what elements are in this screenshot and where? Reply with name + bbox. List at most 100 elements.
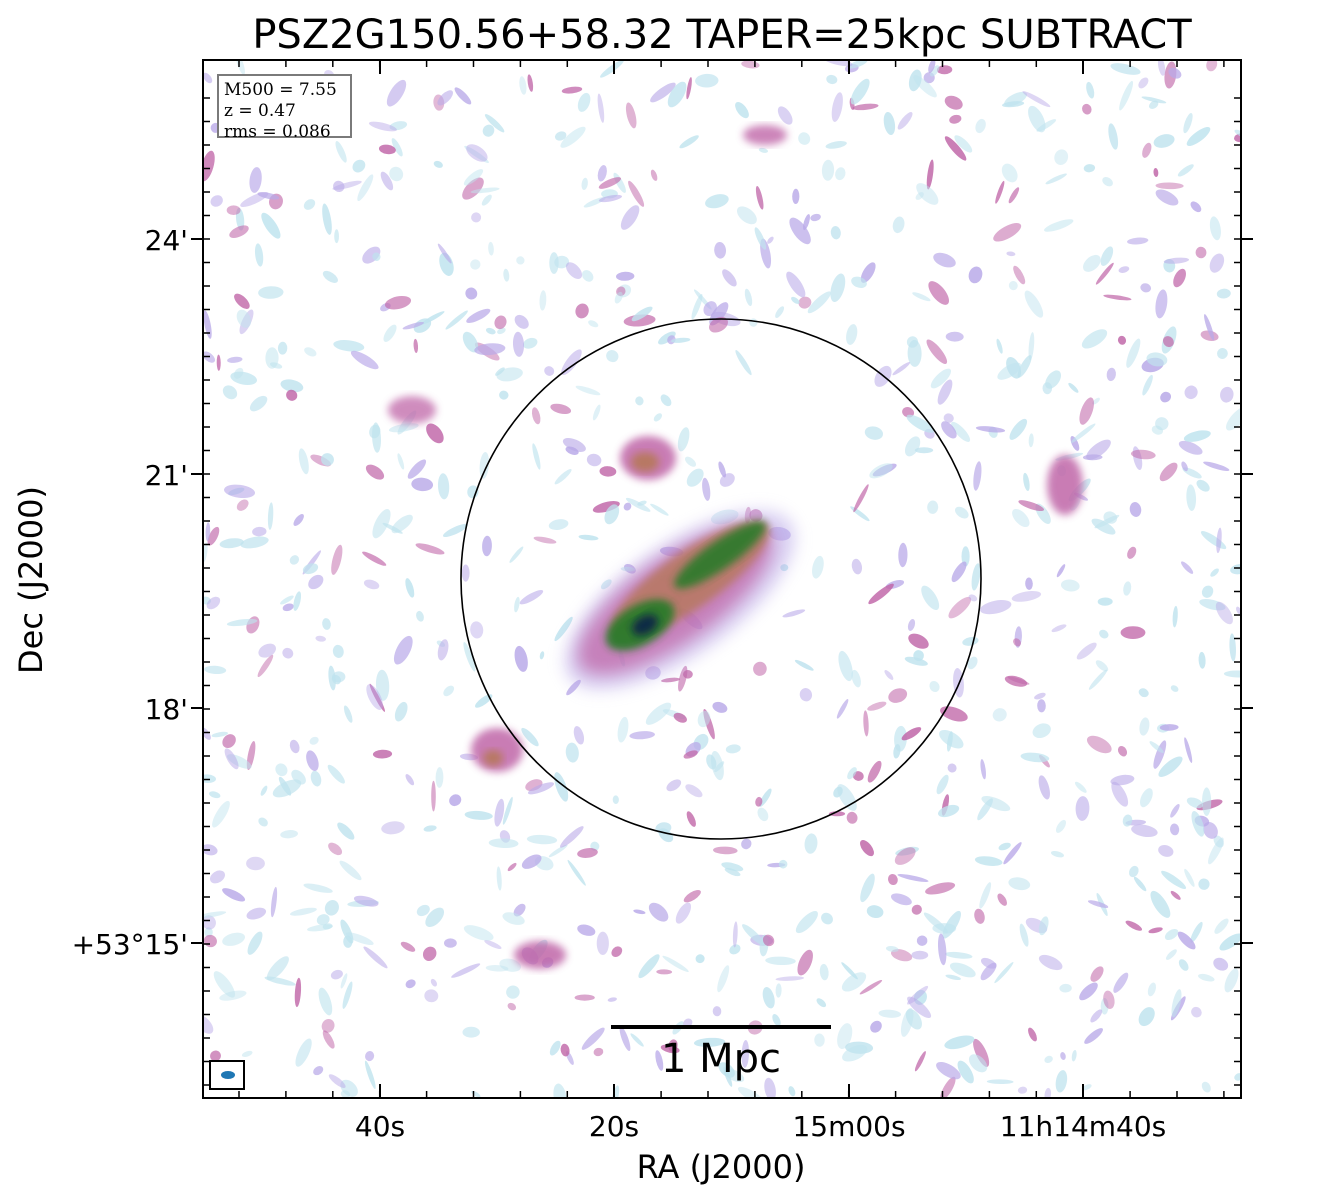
noise-blob [762, 986, 775, 1009]
noise-blob [1190, 201, 1202, 213]
noise-blob [1102, 176, 1113, 187]
noise-blob [645, 702, 672, 725]
noise-blob [1079, 397, 1094, 425]
noise-blob [1117, 745, 1128, 757]
noise-blob [714, 242, 727, 259]
noise-blob [1117, 335, 1127, 345]
noise-blob [464, 145, 489, 163]
noise-blob [522, 337, 538, 349]
noise-blob [737, 1086, 764, 1098]
noise-blob [1008, 281, 1018, 291]
noise-blob [475, 694, 493, 708]
noise-blob [928, 60, 936, 73]
noise-blob [471, 212, 482, 223]
noise-blob [586, 453, 602, 467]
noise-blob [954, 135, 973, 153]
noise-blob [222, 734, 236, 749]
noise-blob [544, 366, 555, 376]
noise-blob [1090, 966, 1104, 982]
noise-blob [236, 309, 252, 328]
noise-blob [443, 685, 455, 697]
noise-blob [1086, 735, 1112, 754]
noise-blob [883, 111, 896, 136]
noise-blob [293, 514, 304, 526]
noise-blob [461, 564, 470, 582]
noise-blob [275, 763, 288, 777]
noise-blob [550, 403, 572, 415]
noise-blob [303, 199, 316, 210]
noise-blob [623, 314, 656, 327]
noise-blob [864, 426, 884, 440]
noise-blob [280, 830, 298, 839]
noise-blob [466, 308, 491, 323]
noise-blob [1006, 251, 1016, 257]
noise-blob [1151, 425, 1164, 435]
noise-blob [484, 114, 505, 133]
noise-blob [226, 205, 241, 215]
image-panel [203, 60, 1241, 1098]
noise-blob [405, 979, 416, 989]
noise-blob [835, 167, 846, 181]
noise-blob [213, 971, 236, 998]
noise-blob [1060, 1052, 1066, 1060]
noise-blob [402, 321, 424, 330]
noise-blob [977, 798, 993, 821]
noise-blob [391, 138, 403, 157]
noise-blob [561, 86, 583, 94]
noise-blob [860, 873, 875, 903]
noise-blob [465, 287, 478, 300]
noise-blob [597, 93, 605, 123]
noise-blob [807, 291, 831, 314]
noise-blob [222, 385, 238, 400]
noise-blob [381, 821, 405, 835]
noise-blob [1017, 1086, 1028, 1094]
north-edge-source [743, 125, 787, 145]
noise-blob [509, 546, 524, 563]
noise-blob [363, 946, 388, 969]
noise-blob [549, 1040, 561, 1056]
noise-blob [463, 642, 476, 672]
noise-blob [335, 141, 347, 163]
noise-blob [683, 750, 698, 759]
noise-blob [1054, 149, 1069, 166]
noise-blob [819, 963, 829, 981]
noise-blob [897, 874, 929, 882]
noise-blob [753, 661, 767, 676]
noise-blob [971, 563, 981, 591]
noise-blob [968, 594, 978, 602]
noise-blob [993, 223, 1022, 242]
noise-blob [722, 269, 737, 287]
noise-blob [940, 1076, 956, 1098]
noise-blob [559, 826, 584, 848]
noise-blob [507, 862, 517, 872]
noise-blob [1059, 983, 1072, 993]
noise-blob [223, 484, 256, 499]
noise-blob [1169, 823, 1180, 836]
noise-blob [957, 1060, 974, 1084]
noise-blob [1097, 597, 1113, 606]
noise-blob [247, 931, 263, 955]
noise-blob [258, 817, 268, 827]
noise-blob [306, 750, 319, 772]
noise-blob [384, 295, 412, 310]
noise-blob [650, 503, 669, 516]
noise-blob [975, 426, 1006, 433]
noise-blob [757, 807, 769, 822]
noise-blob [294, 977, 302, 1008]
rms-value: rms = 0.086 [224, 122, 331, 142]
noise-blob [686, 468, 704, 487]
noise-blob [482, 124, 495, 137]
noise-blob [914, 1051, 926, 1072]
noise-blob [211, 731, 228, 738]
noise-blob [656, 969, 673, 975]
noise-blob [1055, 1070, 1068, 1093]
noise-blob [405, 578, 415, 598]
noise-blob [1138, 1007, 1155, 1027]
noise-blob [1018, 500, 1045, 512]
noise-blob [949, 114, 962, 124]
noise-blob [913, 75, 937, 98]
noise-blob [573, 726, 585, 745]
noise-blob [616, 271, 635, 281]
noise-blob [973, 1038, 990, 1067]
noise-blob [980, 962, 997, 981]
